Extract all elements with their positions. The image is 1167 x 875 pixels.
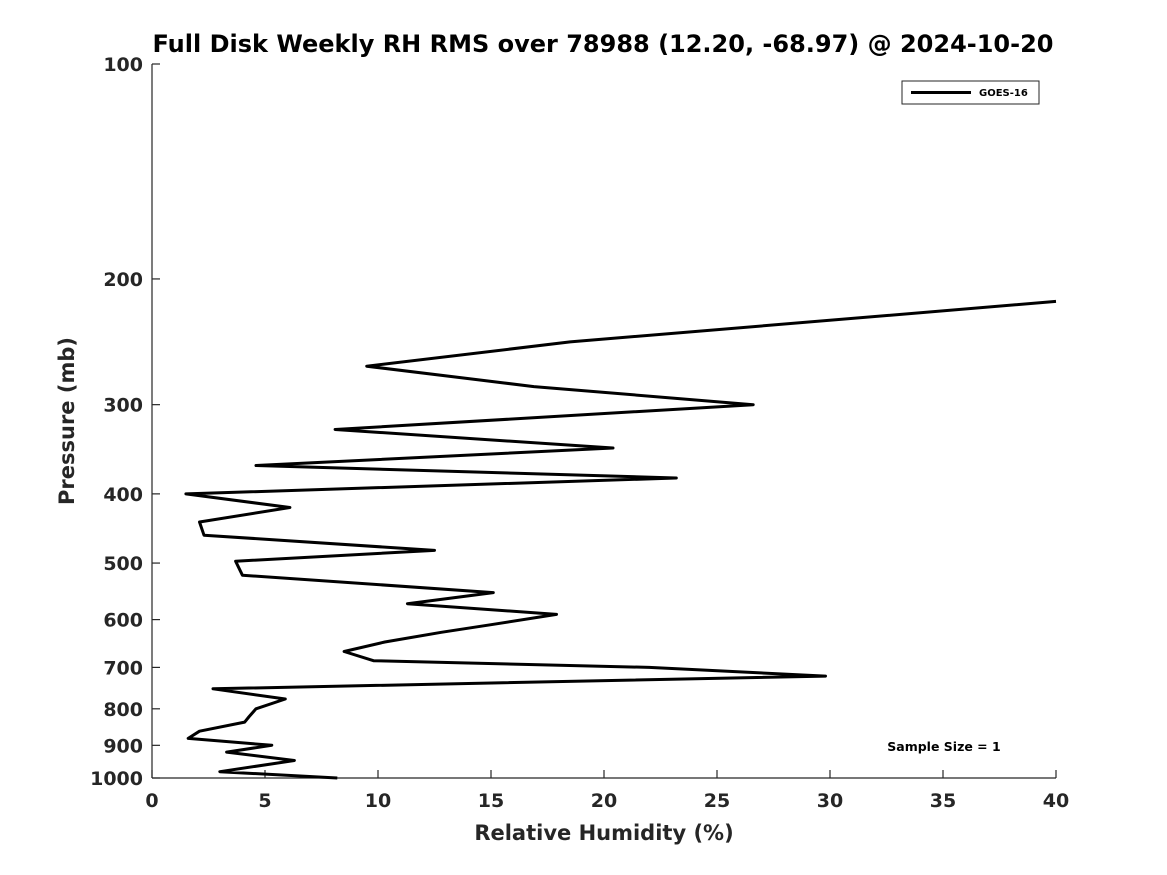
x-tick-label: 20 <box>591 790 617 812</box>
x-tick-label: 35 <box>930 790 956 812</box>
series-layer <box>184 299 1057 780</box>
y-tick-label: 200 <box>103 269 143 291</box>
y-tick-label: 1000 <box>90 768 143 790</box>
x-tick-label: 5 <box>258 790 271 812</box>
y-tick-label: 900 <box>103 735 143 757</box>
y-tick-label: 700 <box>103 657 143 679</box>
x-tick-label: 0 <box>145 790 158 812</box>
x-tick-label: 30 <box>817 790 843 812</box>
x-tick-label: 40 <box>1043 790 1069 812</box>
legend: GOES-16 <box>901 80 1040 105</box>
x-tick-label: 25 <box>704 790 730 812</box>
x-tick-label: 10 <box>365 790 391 812</box>
x-tick-label: 15 <box>478 790 504 812</box>
y-tick-label: 600 <box>103 610 143 632</box>
legend-label-goes-16: GOES-16 <box>979 88 1028 99</box>
y-tick-label: 300 <box>103 395 143 417</box>
y-axis-label: Pressure (mb) <box>55 337 79 505</box>
axes <box>151 64 1056 779</box>
series-line-goes-16 <box>184 299 1057 780</box>
x-axis-ticks: 0 5 10 15 20 25 30 35 40 <box>145 770 1069 812</box>
chart-title: Full Disk Weekly RH RMS over 78988 (12.2… <box>152 30 1053 58</box>
y-tick-label: 800 <box>103 699 143 721</box>
y-axis-ticks: 100 200 300 400 500 600 700 800 900 1000 <box>90 54 160 790</box>
y-tick-label: 100 <box>103 54 143 76</box>
sample-size-annotation: Sample Size = 1 <box>887 739 1000 754</box>
y-tick-label: 500 <box>103 553 143 575</box>
x-axis-label: Relative Humidity (%) <box>474 821 733 845</box>
y-tick-label: 400 <box>103 484 143 506</box>
